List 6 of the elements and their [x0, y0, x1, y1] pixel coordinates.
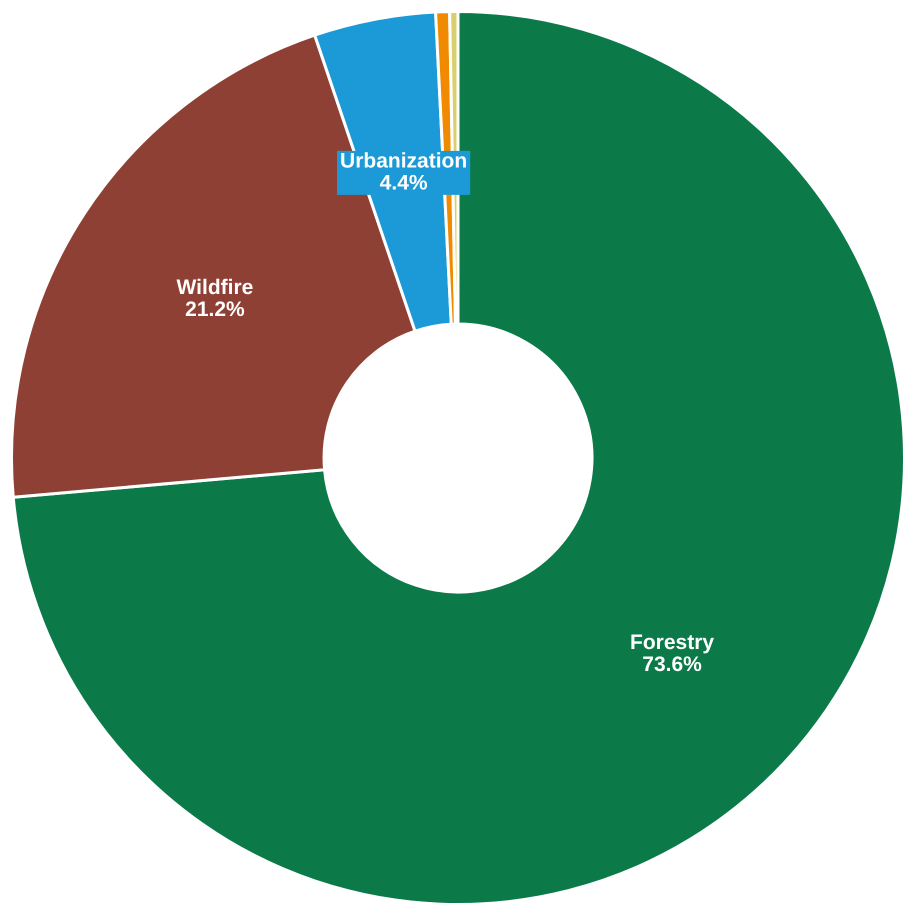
- data-label: 4.4%: [380, 172, 428, 195]
- slice-label: Forestry: [630, 630, 714, 654]
- slice-label: Wildfire: [176, 276, 254, 300]
- slice-label: Urbanization: [340, 150, 468, 173]
- data-label: 73.6%: [642, 652, 702, 676]
- data-label: 21.2%: [185, 298, 246, 322]
